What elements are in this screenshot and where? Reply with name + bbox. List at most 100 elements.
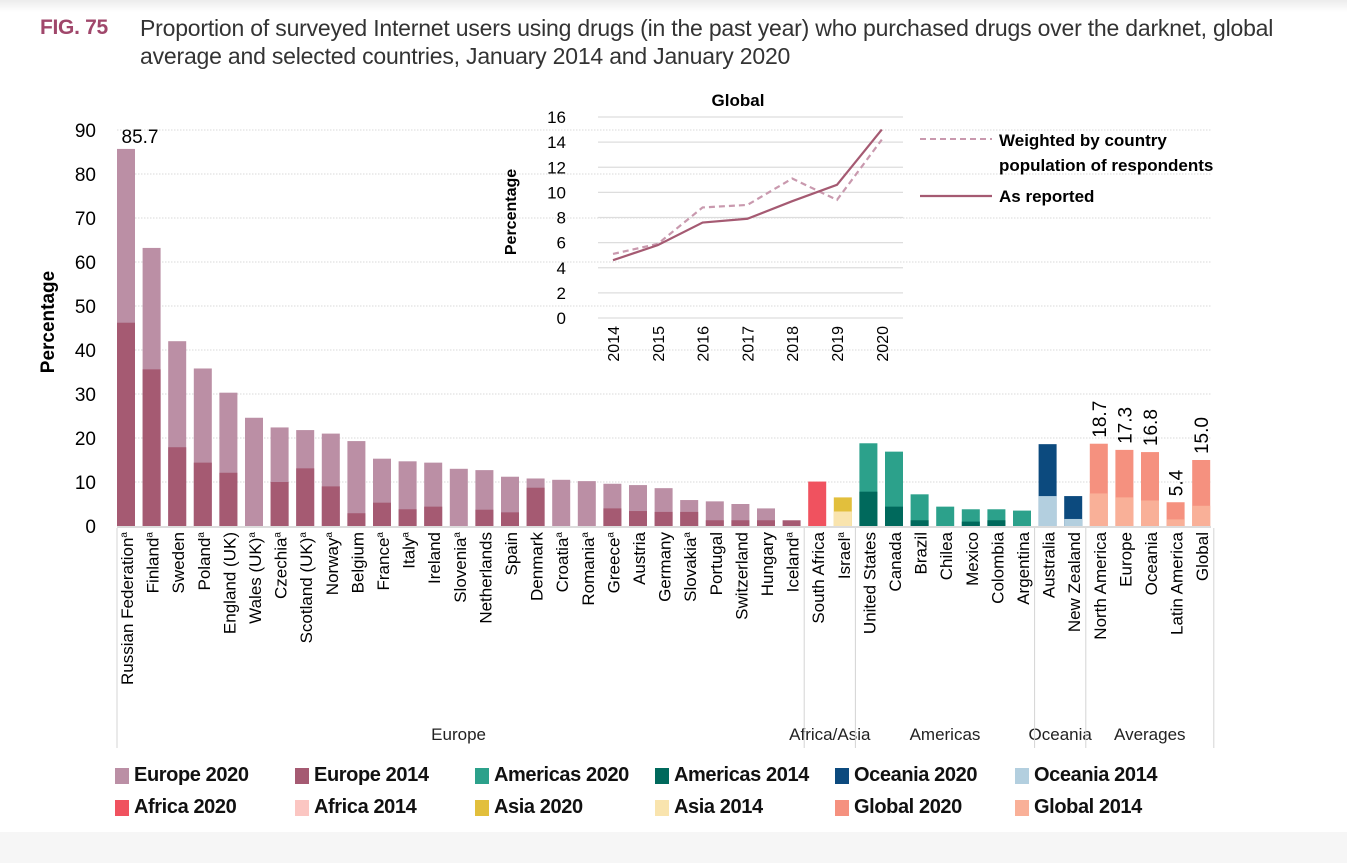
bar-2020 (936, 506, 955, 526)
inset-x-ticks: 2014 2015 2016 2017 2018 2019 2020 (606, 326, 892, 362)
bar-2014 (142, 369, 161, 526)
region-group-label: Americas (910, 725, 981, 744)
region-group-label: Oceania (1029, 725, 1093, 744)
x-tick-label: Polanda (195, 532, 214, 591)
legend-swatch-icon (655, 799, 669, 816)
legend-swatch-icon (655, 767, 669, 784)
legend-label: Oceania 2014 (1034, 764, 1158, 786)
footnote-marker: a (682, 532, 693, 538)
bar-2020 (1013, 510, 1031, 526)
bar-2014 (910, 520, 929, 526)
bar-2014 (705, 520, 724, 526)
footnote-marker: a (401, 532, 412, 538)
main-y-axis-label: Percentage (38, 271, 59, 373)
data-label: 85.7 (122, 127, 159, 148)
bar-2020 (245, 417, 263, 526)
y-tick-label: 0 (85, 517, 96, 538)
bottom-edge (0, 832, 1347, 863)
legend-item: Asia 2014 (655, 796, 763, 819)
x-tick-label: Sweden (169, 532, 188, 593)
bar-2020 (808, 481, 827, 526)
x-tick-label: Wales (UK)a (246, 532, 265, 624)
x-tick-label: Romaniaa (579, 532, 598, 606)
legend-label-as-reported: As reported (999, 187, 1094, 206)
x-tick-label: Norwaya (323, 532, 342, 596)
data-labels: 85.7 18.7 17.3 16.8 5.415.0 (122, 127, 1214, 496)
x-tick-label: Icelanda (784, 532, 803, 593)
bar-2020 (1064, 496, 1083, 526)
bar-2014 (731, 520, 750, 526)
inset-lines (612, 128, 883, 262)
legend-label: Americas 2020 (494, 764, 629, 786)
y-tick-label: 60 (75, 253, 96, 274)
x-tick-label: Europe (1116, 532, 1135, 587)
x-tick-label: England (UK) (220, 532, 239, 634)
bar-2014 (603, 508, 622, 526)
x-tick-label: Belgium (348, 532, 367, 593)
series-line-as-reported (612, 128, 883, 262)
inset-y-tick-label: 6 (557, 234, 566, 253)
x-tick-label: Francea (374, 532, 393, 591)
legend-item: Oceania 2014 (1015, 764, 1157, 787)
x-tick-label: Austria (630, 531, 649, 584)
legend-item: Asia 2020 (475, 796, 583, 819)
bar-2014 (680, 511, 699, 526)
x-tick-label: Slovakiaa (681, 532, 700, 602)
legend-item: Europe 2014 (295, 764, 429, 787)
inset-x-tick-label: 2020 (875, 326, 892, 362)
inset-title: Global (712, 91, 765, 110)
data-label: 18.7 (1090, 401, 1111, 438)
x-tick-label: Chilea (937, 531, 956, 580)
x-tick-label: Argentina (1014, 531, 1033, 604)
region-group-label: Africa/Asia (789, 725, 871, 744)
footnote-marker: a (119, 532, 130, 538)
x-tick-label: Germany (656, 532, 675, 602)
legend-item: Africa 2020 (115, 796, 237, 819)
legend-swatch-icon (115, 799, 129, 816)
y-tick-label: 10 (75, 473, 96, 494)
inset-x-tick-label: 2019 (830, 326, 847, 362)
bar-2014 (296, 468, 315, 526)
bar-2014 (526, 487, 545, 526)
footnote-marker: a (196, 532, 207, 538)
x-tick-label: North America (1091, 531, 1110, 639)
x-tick-label: Ireland (425, 532, 444, 584)
inset-x-tick-label: 2015 (651, 326, 668, 362)
top-edge (0, 0, 1347, 12)
legend-label: Global 2014 (1034, 796, 1142, 818)
bar-2020 (449, 468, 468, 526)
x-tick-label: Spain (502, 532, 521, 575)
figure-title: Proportion of surveyed Internet users us… (140, 15, 1274, 69)
y-tick-label: 90 (75, 121, 96, 142)
inset-y-ticks: 0 2 4 6 8 10 12 14 16 (547, 108, 566, 328)
x-tick-label: United States (860, 532, 879, 634)
bar-2014 (501, 512, 519, 526)
x-tick-label: Finlanda (144, 532, 163, 594)
inset-y-tick-label: 10 (547, 183, 566, 202)
x-tick-label: Hungary (758, 532, 777, 597)
legend-label: Europe 2014 (314, 764, 429, 786)
footnote-marker: a (580, 532, 591, 538)
x-tick-label: Australia (1040, 531, 1059, 598)
footnote-marker: a (324, 532, 335, 538)
inset-legend: Weighted by country population of respond… (920, 131, 1213, 206)
data-label: 15.0 (1192, 417, 1213, 454)
legend-item: Americas 2014 (655, 764, 809, 787)
bar-2014 (961, 521, 980, 526)
bar-2014 (168, 447, 187, 526)
x-tick-label: Latin America (1168, 531, 1187, 635)
footnote-marker: a (605, 532, 616, 538)
bar-2014 (1166, 519, 1185, 526)
legend-label-weighted: Weighted by country (999, 131, 1167, 150)
bar-2014 (270, 482, 289, 526)
bar-2014 (1089, 493, 1108, 526)
bar-2014 (347, 513, 366, 526)
legend-label: Europe 2020 (134, 764, 249, 786)
bar-2014 (782, 520, 801, 526)
bar-2014 (219, 472, 238, 526)
region-group-label: Europe (431, 725, 486, 744)
bar-2014 (654, 511, 673, 526)
legend-item: Oceania 2020 (835, 764, 977, 787)
legend-label: Asia 2014 (674, 796, 763, 818)
